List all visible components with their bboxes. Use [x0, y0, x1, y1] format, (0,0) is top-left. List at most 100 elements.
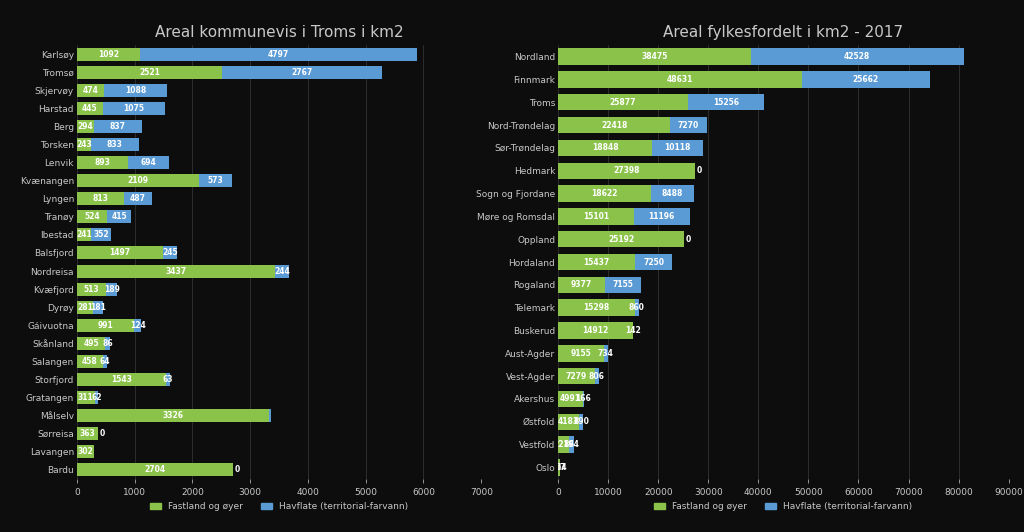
Text: 0: 0 [696, 166, 702, 175]
Bar [77, 301, 93, 314]
Text: 15298: 15298 [584, 303, 609, 312]
Bar [275, 264, 290, 278]
Bar [77, 445, 94, 458]
Text: 363: 363 [80, 429, 95, 438]
Text: 27: 27 [555, 463, 565, 472]
Text: 415: 415 [112, 212, 127, 221]
Bar [77, 463, 233, 476]
Text: 893: 893 [94, 158, 111, 167]
Text: 0: 0 [99, 429, 104, 438]
Text: 10118: 10118 [665, 144, 691, 152]
Text: 2216: 2216 [553, 440, 574, 449]
Bar [94, 120, 142, 133]
Text: 454: 454 [551, 463, 567, 472]
Text: 4797: 4797 [268, 50, 289, 59]
Text: 7155: 7155 [612, 280, 634, 289]
Bar [652, 140, 703, 156]
Text: 245: 245 [163, 248, 178, 257]
Bar [77, 48, 140, 61]
Text: 62: 62 [91, 393, 101, 402]
Text: 25877: 25877 [609, 98, 636, 107]
Bar [558, 208, 634, 225]
Bar [634, 208, 690, 225]
Text: 48631: 48631 [667, 75, 693, 84]
Text: 4183: 4183 [558, 417, 580, 426]
Title: Areal fylkesfordelt i km2 - 2017: Areal fylkesfordelt i km2 - 2017 [664, 25, 903, 40]
Text: 25192: 25192 [608, 235, 634, 244]
Text: 42528: 42528 [844, 52, 870, 61]
Bar [77, 337, 105, 350]
Bar [558, 345, 604, 362]
Text: 890: 890 [573, 417, 589, 426]
Text: 894: 894 [563, 440, 580, 449]
Text: 474: 474 [83, 86, 98, 95]
Bar [558, 48, 751, 65]
Bar [77, 174, 199, 187]
Text: 15256: 15256 [713, 98, 738, 107]
Text: 243: 243 [76, 140, 92, 149]
Bar [77, 355, 103, 368]
Bar [569, 436, 573, 453]
Bar [134, 319, 141, 332]
Text: 38475: 38475 [641, 52, 668, 61]
Bar [604, 345, 607, 362]
Bar [77, 282, 106, 296]
Bar [124, 192, 152, 205]
Text: 734: 734 [598, 349, 613, 358]
Text: 189: 189 [104, 285, 120, 294]
Bar [751, 48, 964, 65]
Bar [558, 254, 635, 270]
Text: 9377: 9377 [571, 280, 592, 289]
Text: 2109: 2109 [127, 176, 148, 185]
Bar [605, 277, 641, 293]
Bar [558, 117, 671, 134]
Bar [77, 373, 166, 386]
Text: 294: 294 [78, 122, 93, 131]
Text: 64: 64 [100, 357, 111, 366]
Text: 2521: 2521 [139, 68, 160, 77]
Text: 302: 302 [78, 447, 93, 456]
Text: 18848: 18848 [592, 144, 618, 152]
Bar [77, 409, 269, 422]
Text: 4991: 4991 [560, 394, 581, 403]
Text: 2704: 2704 [144, 466, 166, 474]
Bar [77, 228, 91, 242]
Bar [105, 337, 111, 350]
Text: 241: 241 [76, 230, 91, 239]
Text: 27398: 27398 [613, 166, 640, 175]
Bar [77, 427, 97, 440]
Text: 181: 181 [90, 303, 106, 312]
Bar [91, 138, 139, 151]
Text: 1497: 1497 [110, 248, 131, 257]
Bar [558, 231, 684, 247]
Text: 9155: 9155 [570, 349, 592, 358]
Text: 0: 0 [234, 466, 240, 474]
Bar [103, 355, 106, 368]
Bar [77, 246, 163, 260]
Bar [671, 117, 707, 134]
Text: 0: 0 [686, 235, 691, 244]
Text: 124: 124 [130, 321, 145, 330]
Bar [199, 174, 231, 187]
Bar [163, 246, 177, 260]
Text: 458: 458 [82, 357, 98, 366]
Text: 1088: 1088 [125, 86, 146, 95]
Text: 7250: 7250 [643, 257, 664, 267]
Bar [166, 373, 170, 386]
Text: 2767: 2767 [292, 68, 313, 77]
Text: 7279: 7279 [565, 372, 587, 380]
Bar [558, 185, 651, 202]
Text: 487: 487 [130, 194, 145, 203]
Bar [558, 140, 652, 156]
Bar [77, 210, 108, 223]
Text: 573: 573 [207, 176, 223, 185]
Text: 806: 806 [589, 372, 604, 380]
Text: 837: 837 [110, 122, 126, 131]
Bar [77, 102, 102, 115]
Bar [128, 156, 169, 169]
Text: 63: 63 [163, 375, 173, 384]
Bar [688, 94, 764, 111]
Bar [108, 210, 131, 223]
Bar [77, 391, 95, 404]
Bar [222, 66, 382, 79]
